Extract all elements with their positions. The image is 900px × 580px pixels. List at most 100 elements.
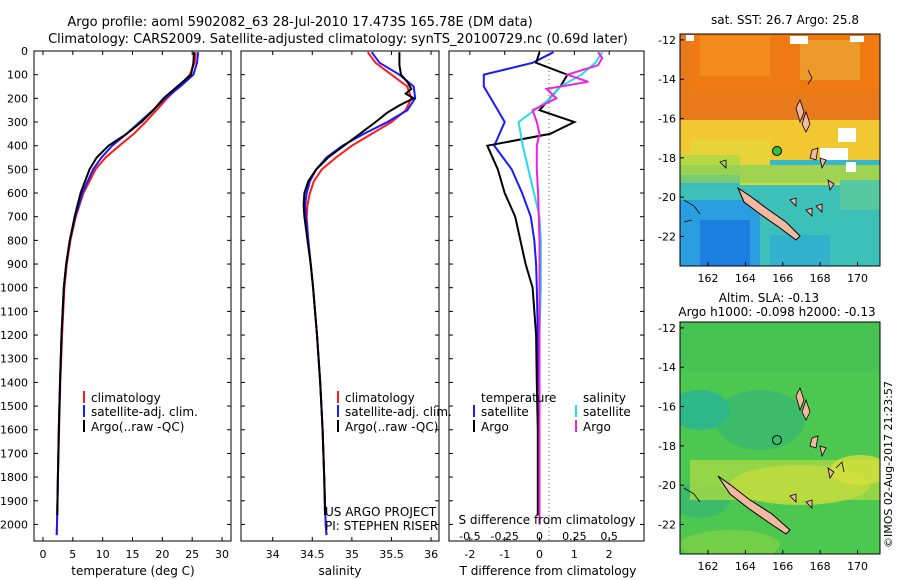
difference-series [482, 51, 604, 525]
temperature-legend: climatology satellite-adj. clim. Argo(..… [83, 391, 198, 434]
legend-label-s-satellite: satellite [583, 405, 631, 419]
temp-climatology-line [55, 52, 197, 536]
x-tick-label: 0 [39, 548, 46, 561]
s-tick-label: 0.25 [562, 530, 587, 543]
sal-climatology-line [305, 51, 413, 536]
map-y-tick-label: -20 [658, 479, 676, 492]
depth-tick-label: 1400 [0, 376, 28, 389]
sst-heatmap [680, 34, 880, 266]
x-tick-label: 0 [536, 548, 543, 561]
map-y-tick-label: -18 [658, 152, 676, 165]
salinity-panel [240, 50, 440, 542]
map-y-tick-label: -16 [658, 113, 676, 126]
project-note: US ARGO PROJECT [325, 505, 437, 519]
legend-title-temperature: temperature [481, 391, 556, 405]
sal-argo-line [302, 52, 416, 516]
depth-tick-label: 400 [7, 140, 28, 153]
x-tick-label: 10 [96, 548, 110, 561]
legend-label-t-argo: Argo [481, 420, 509, 434]
sst-map-axes: 162 164 166 168 170 -12 -14 -16 -18 -20 -22 [658, 34, 868, 285]
legend-label-s-argo: Argo [583, 420, 611, 434]
map-x-tick-label: 164 [735, 272, 756, 285]
s-diff-satellite-line [517, 51, 604, 525]
difference-panel [448, 50, 645, 542]
legend-label-climatology: climatology [91, 391, 161, 405]
depth-tick-label: 2000 [0, 518, 28, 531]
depth-tick-label: 900 [7, 258, 28, 271]
x-tick-label: 34 [266, 548, 280, 561]
temp-argo-line [56, 52, 195, 516]
x-tick-label: 1 [571, 548, 578, 561]
x-tick-label: 30 [215, 548, 229, 561]
depth-tick-label: 700 [7, 211, 28, 224]
depth-tick-label: 1200 [0, 329, 28, 342]
x-tick-label: -1 [499, 548, 510, 561]
map-x-tick-label: 162 [698, 272, 719, 285]
depth-tick-label: 1100 [0, 305, 28, 318]
temp-satellite-line [55, 52, 200, 536]
depth-tick-label: 1700 [0, 447, 28, 460]
temperature-x-label: temperature (deg C) [71, 564, 194, 578]
map-y-tick-label: -12 [658, 322, 676, 335]
depth-tick-label: 300 [7, 116, 28, 129]
header-line-2: Climatology: CARS2009. Satellite-adjuste… [48, 32, 628, 47]
legend-label-satellite: satellite-adj. clim. [345, 405, 452, 419]
legend-label-climatology: climatology [345, 391, 415, 405]
map-x-tick-label: 164 [735, 560, 756, 573]
x-tick-label: 20 [155, 548, 169, 561]
temperature-x-axis: 0 5 10 15 20 25 30 [39, 51, 229, 561]
s-diff-argo-line [531, 51, 604, 525]
legend-title-salinity: salinity [583, 391, 626, 405]
x-tick-label: 35.5 [379, 548, 404, 561]
s-tick-label: 0.5 [600, 530, 618, 543]
x-tick-label: 15 [126, 548, 140, 561]
x-tick-label: 34.5 [300, 548, 325, 561]
map-y-tick-label: -18 [658, 440, 676, 453]
depth-tick-label: 1900 [0, 495, 28, 508]
salinity-x-axis: 34 34.5 35 35.5 36 [266, 51, 438, 561]
sst-map-title: sat. SST: 26.7 Argo: 25.8 [711, 13, 859, 27]
depth-tick-label: 1000 [0, 282, 28, 295]
depth-tick-label: 200 [7, 92, 28, 105]
x-tick-label: 35 [345, 548, 359, 561]
map-x-tick-label: 168 [810, 560, 831, 573]
map-y-tick-label: -16 [658, 401, 676, 414]
depth-tick-label: 1300 [0, 353, 28, 366]
map-y-tick-label: -14 [658, 361, 676, 374]
depth-tick-label: 1500 [0, 400, 28, 413]
t-difference-label: T difference from climatology [459, 564, 637, 578]
argo-position-marker [772, 146, 782, 156]
x-tick-label: 36 [424, 548, 438, 561]
legend-label-argo: Argo(..raw -QC) [91, 420, 184, 434]
s-tick-label: -0.25 [490, 530, 518, 543]
header-line-1: Argo profile: aoml 5902082_63 28-Jul-201… [67, 15, 532, 30]
x-tick-label: 5 [69, 548, 76, 561]
imos-watermark: ©IMOS 02-Aug-2017 21:23:57 [882, 381, 895, 548]
depth-tick-label: 800 [7, 234, 28, 247]
salinity-x-label: salinity [318, 564, 361, 578]
map-x-tick-label: 166 [772, 272, 793, 285]
map-x-tick-label: 166 [772, 560, 793, 573]
sla-heatmap [680, 322, 880, 554]
map-y-tick-label: -20 [658, 191, 676, 204]
difference-legend: temperature satellite Argo salinity sate… [473, 391, 631, 434]
depth-tick-label: 1800 [0, 471, 28, 484]
legend-label-argo: Argo(..raw -QC) [345, 420, 438, 434]
x-tick-label: 2 [606, 548, 613, 561]
x-tick-label: 25 [185, 548, 199, 561]
s-difference-label: S difference from climatology [459, 513, 636, 527]
salinity-series [302, 51, 417, 536]
argo-position-marker [772, 435, 782, 445]
s-tick-label: -0.5 [459, 530, 480, 543]
salinity-legend: climatology satellite-adj. clim. Argo(..… [337, 391, 452, 434]
depth-tick-label: 600 [7, 187, 28, 200]
map-y-tick-label: -22 [658, 519, 676, 532]
map-y-tick-label: -14 [658, 73, 676, 86]
t-diff-argo-line [485, 51, 578, 515]
sst-map-frame [679, 33, 881, 267]
sla-map-title-1: Altim. SLA: -0.13 [719, 291, 819, 305]
map-x-tick-label: 170 [847, 272, 868, 285]
difference-x-axis: -2 -1 0 1 2 -0.5 -0.25 0 0.25 0.5 [459, 51, 618, 561]
s-tick-label: 0 [536, 530, 543, 543]
